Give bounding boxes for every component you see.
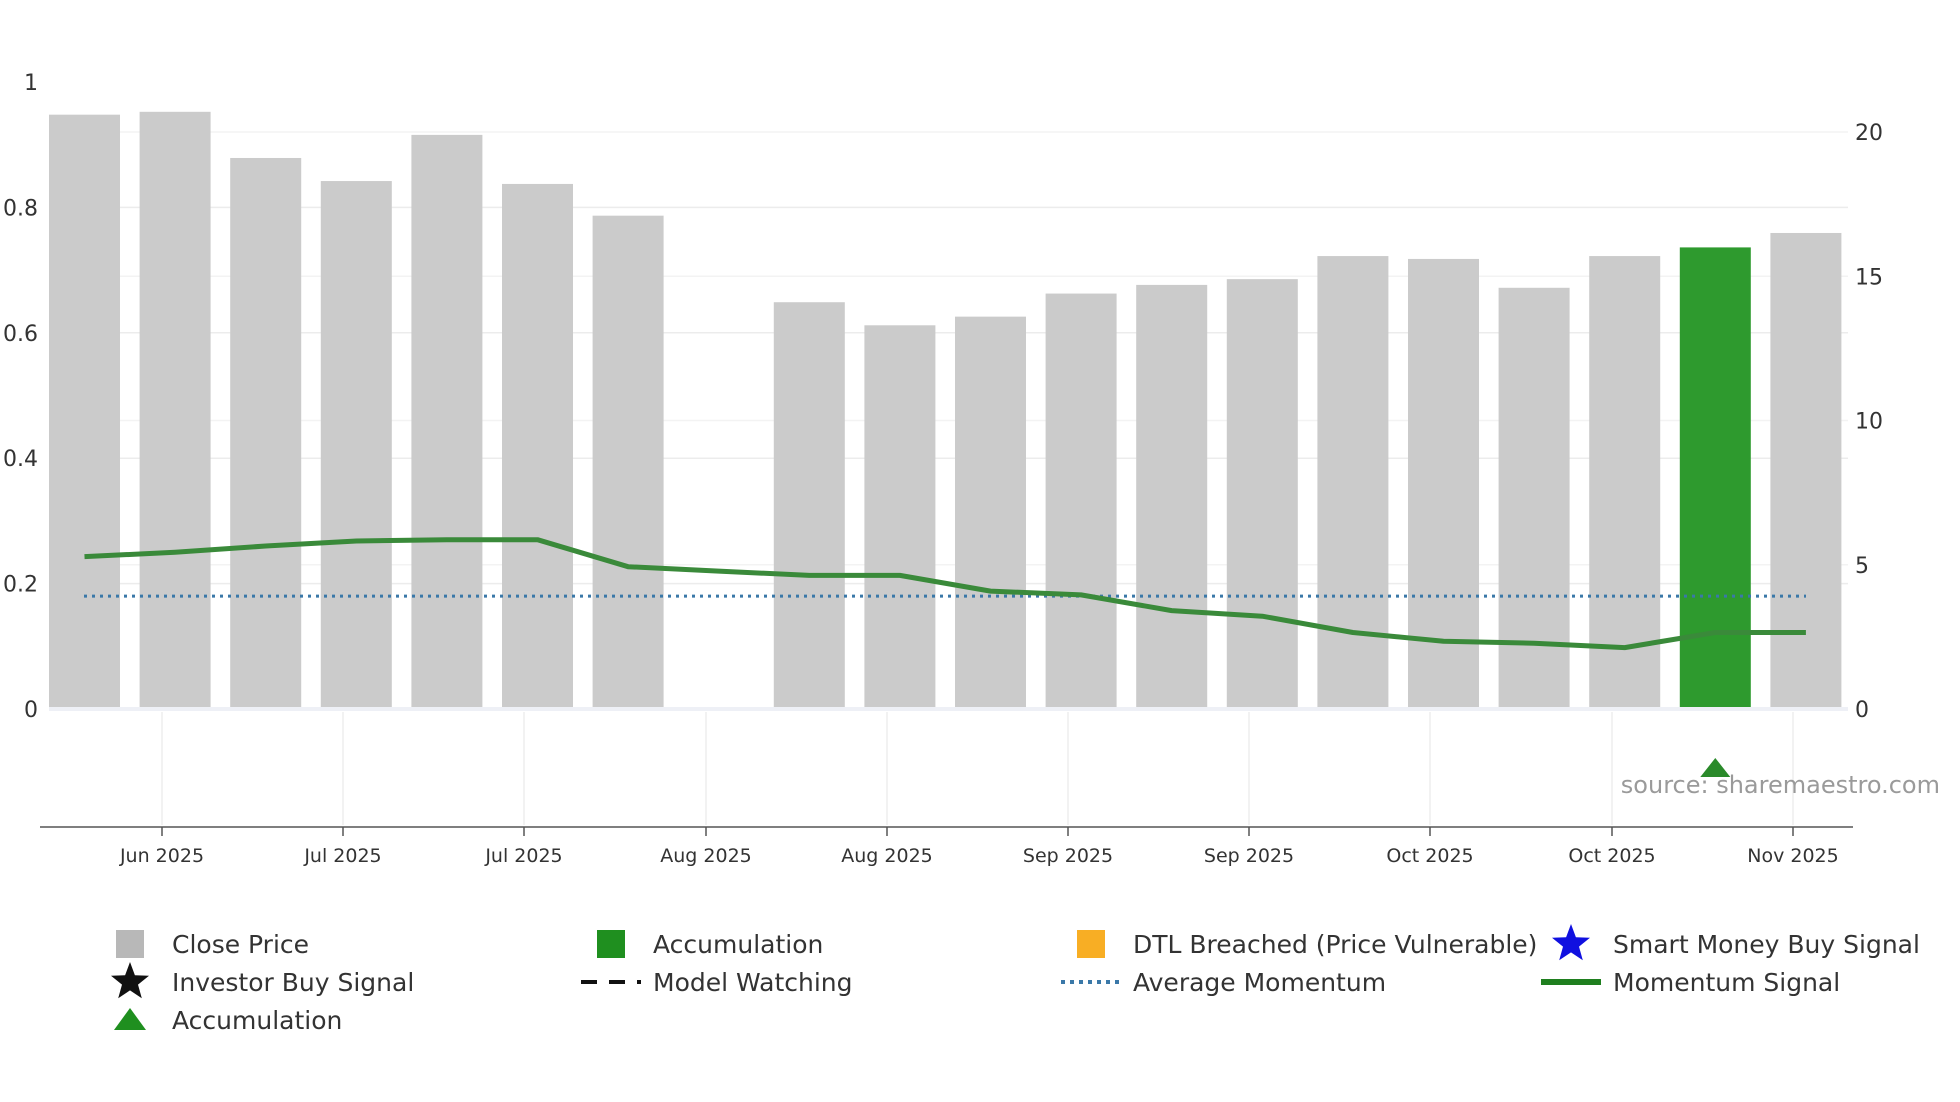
x-tick-label: Jul 2025: [484, 845, 562, 867]
bar-close-price: [230, 157, 302, 710]
legend-label: Accumulation: [172, 1006, 342, 1035]
legend-item: Momentum Signal: [1541, 968, 1840, 997]
legend-label: DTL Breached (Price Vulnerable): [1133, 930, 1537, 959]
legend-item: Smart Money Buy Signal: [1552, 924, 1920, 961]
axes: Jun 2025 Jul 2025 Jul 2025 Aug 2025 Aug 2025…: [3, 71, 1883, 867]
bar-close-price: [1136, 284, 1208, 709]
legend-label: Smart Money Buy Signal: [1613, 930, 1920, 959]
x-tick-label: Aug 2025: [841, 845, 933, 867]
legend-item: Accumulation: [597, 930, 823, 959]
x-tick-label: Sep 2025: [1204, 845, 1294, 867]
bar-close-price: [1317, 256, 1389, 709]
left-axis-tick-label: 0.4: [3, 447, 38, 472]
bar-close-price: [1408, 258, 1479, 709]
legend-label: Model Watching: [653, 968, 853, 997]
bar-close-price: [1770, 232, 1842, 709]
legend-item: Investor Buy Signal: [111, 962, 414, 999]
legend-triangle-icon: [114, 1008, 146, 1030]
source-watermark: source: sharemaestro.com: [1621, 771, 1940, 799]
x-tick-label: Oct 2025: [1386, 845, 1473, 867]
bar-close-price: [592, 215, 664, 710]
legend-square-icon: [1077, 930, 1105, 958]
bar-close-price: [49, 114, 120, 709]
legend-item: Close Price: [116, 930, 309, 959]
accumulation-marker: [1700, 758, 1731, 777]
bar-close-price: [864, 325, 936, 709]
bar-close-price: [320, 181, 392, 710]
legend-square-icon: [597, 930, 625, 958]
left-axis-tick-label: 1: [24, 71, 38, 96]
right-axis-tick-label: 20: [1855, 121, 1883, 146]
legend-item: Accumulation: [114, 1006, 342, 1035]
legend-label: Momentum Signal: [1613, 968, 1840, 997]
right-axis-tick-label: 0: [1855, 698, 1869, 723]
x-tick-label: Aug 2025: [660, 845, 752, 867]
bar-accumulation: [1679, 247, 1751, 709]
x-tick-label: Oct 2025: [1568, 845, 1655, 867]
right-axis-tick-label: 15: [1855, 265, 1883, 290]
gridlines: [49, 131, 1848, 825]
legend-label: Close Price: [172, 930, 309, 959]
legend-item: DTL Breached (Price Vulnerable): [1077, 930, 1537, 959]
left-axis-tick-label: 0.8: [3, 196, 38, 221]
legend-star-icon: [111, 962, 149, 999]
right-axis-tick-label: 10: [1855, 410, 1883, 435]
x-tick-label: Jul 2025: [303, 845, 381, 867]
legend: Close Price Accumulation DTL Breached (Pri…: [111, 924, 1920, 1035]
legend-label: Investor Buy Signal: [172, 968, 414, 997]
legend-label: Average Momentum: [1133, 968, 1386, 997]
legend-item: Average Momentum: [1061, 968, 1386, 997]
price-bars: [49, 111, 1842, 710]
signal-lines: [84, 537, 1806, 777]
bar-close-price: [1226, 279, 1298, 709]
legend-square-icon: [116, 930, 144, 958]
bar-close-price: [955, 316, 1026, 709]
bar-close-price: [773, 302, 845, 709]
legend-star-icon: [1552, 924, 1590, 961]
x-tick-label: Jun 2025: [119, 845, 204, 867]
momentum-signal-line: [84, 537, 1806, 651]
bar-close-price: [411, 134, 483, 709]
bar-close-price: [1589, 256, 1661, 709]
left-axis-tick-label: 0: [24, 698, 38, 723]
bar-close-price: [139, 111, 211, 710]
bar-close-price: [502, 183, 573, 709]
left-axis-tick-label: 0.2: [3, 573, 38, 598]
right-axis-tick-label: 5: [1855, 554, 1869, 579]
x-tick-label: Sep 2025: [1023, 845, 1113, 867]
left-axis-tick-label: 0.6: [3, 322, 38, 347]
legend-label: Accumulation: [653, 930, 823, 959]
bar-close-price: [1498, 287, 1570, 709]
legend-item: Model Watching: [581, 968, 853, 997]
x-tick-label: Nov 2025: [1747, 845, 1838, 867]
bar-close-price: [1045, 293, 1117, 709]
